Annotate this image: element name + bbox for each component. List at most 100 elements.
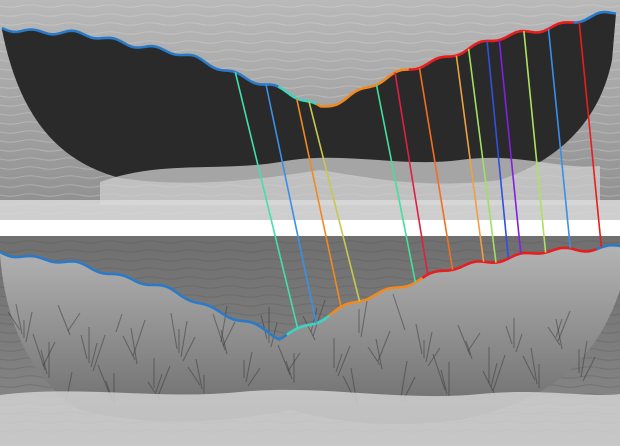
outline-segment — [421, 246, 598, 279]
fluke-marking — [555, 318, 563, 350]
fluke-marking — [547, 326, 561, 346]
fluke-marking — [115, 313, 123, 333]
fluke-marking — [425, 331, 433, 363]
fluke-marking — [92, 334, 106, 372]
fluke-marking — [245, 351, 253, 383]
fluke-marking — [90, 342, 98, 368]
fluke-marking — [25, 311, 33, 343]
top-fluke-outline — [1, 10, 617, 108]
outline-segment — [408, 21, 574, 71]
fluke-marking — [377, 330, 391, 362]
correspondence-line — [547, 28, 572, 249]
fluke-marking — [97, 364, 111, 396]
fluke-marking — [415, 323, 423, 355]
fluke-marking — [155, 373, 163, 393]
outline-segment — [1, 26, 279, 88]
fluke-marking — [187, 366, 201, 386]
fluke-marking — [375, 338, 383, 370]
fluke-marking — [335, 353, 343, 373]
bottom-foam — [0, 389, 620, 446]
bottom-fluke-outline — [0, 243, 620, 341]
fluke-marking — [337, 345, 351, 377]
panel-divider — [0, 220, 620, 236]
correspondence-line — [578, 22, 603, 248]
fluke-marking — [490, 362, 498, 388]
bottom-photo-panel — [0, 236, 620, 446]
fluke-marking — [67, 312, 81, 332]
fluke-marking — [530, 347, 538, 385]
water-ripple — [0, 13, 620, 17]
correspondence-line — [418, 67, 454, 271]
fluke-marking — [505, 325, 513, 345]
water-ripple — [0, 22, 620, 26]
fluke-marking — [247, 367, 261, 387]
fluke-marking — [557, 310, 571, 342]
correspondence-line — [308, 101, 361, 302]
outline-segment — [316, 68, 409, 108]
outline-segment — [573, 10, 617, 24]
fluke-marking — [465, 340, 473, 360]
fluke-marking — [312, 299, 326, 337]
fluke-marking — [80, 334, 88, 360]
fluke-marking — [467, 332, 481, 352]
fluke-marking — [122, 335, 136, 361]
outline-segment — [0, 250, 288, 341]
fluke-marking — [182, 336, 196, 362]
fluke-marking — [222, 321, 236, 347]
fluke-marking — [367, 346, 381, 366]
fluke-marking — [360, 300, 368, 338]
correspondence-line — [523, 30, 547, 253]
correspondence-line — [394, 72, 429, 275]
fluke-marking — [157, 365, 171, 397]
fluke-marking — [32, 333, 46, 371]
fluke-marking — [482, 370, 496, 396]
water-ripple — [0, 240, 620, 244]
fluke-marking — [15, 303, 23, 335]
outline-segment — [328, 276, 424, 317]
correspondence-line — [375, 84, 417, 283]
fluke-marking — [555, 318, 563, 338]
fluke-marking — [427, 347, 441, 367]
outline-segment — [286, 314, 331, 336]
fluke-marking — [515, 333, 523, 353]
fluke-marking — [260, 314, 268, 340]
water-ripple — [0, 4, 620, 8]
top-fluke-body — [2, 12, 616, 184]
correspondence-line — [486, 40, 510, 259]
fluke-marking — [180, 320, 188, 358]
fluke-marking — [270, 322, 278, 348]
bottom-fluke-markings — [7, 293, 596, 405]
bottom-fluke-body — [0, 245, 620, 425]
fluke-marking — [212, 313, 226, 351]
fluke-marking — [432, 353, 446, 391]
top-photo-panel — [0, 0, 620, 220]
fluke-marking — [310, 307, 318, 333]
fluke-marking — [7, 311, 21, 331]
fluke-marking — [57, 304, 71, 336]
outline-segment — [596, 243, 620, 251]
fluke-marking — [400, 360, 408, 398]
fluke-marking — [440, 369, 448, 395]
fluke-marking — [580, 340, 588, 378]
fluke-marking — [492, 354, 506, 392]
fluke-marking — [285, 360, 293, 380]
fluke-marking — [40, 349, 48, 375]
correspondence-line — [265, 84, 317, 324]
fluke-marking — [277, 344, 291, 376]
top-foam-strip — [0, 200, 620, 220]
fluke-marking — [392, 293, 406, 331]
correspondence-line — [455, 55, 485, 262]
fluke-marking — [170, 312, 178, 350]
correspondence-line — [467, 48, 497, 263]
correspondence-line — [234, 72, 299, 329]
correspondence-line — [498, 40, 522, 254]
fluke-marking — [582, 356, 596, 382]
water-ripple — [0, 249, 620, 253]
fluke-marking — [302, 315, 316, 341]
fluke-marking — [522, 355, 536, 381]
fluke-marking — [195, 358, 203, 390]
fluke-marking — [220, 329, 228, 355]
fluke-marking — [457, 324, 471, 356]
